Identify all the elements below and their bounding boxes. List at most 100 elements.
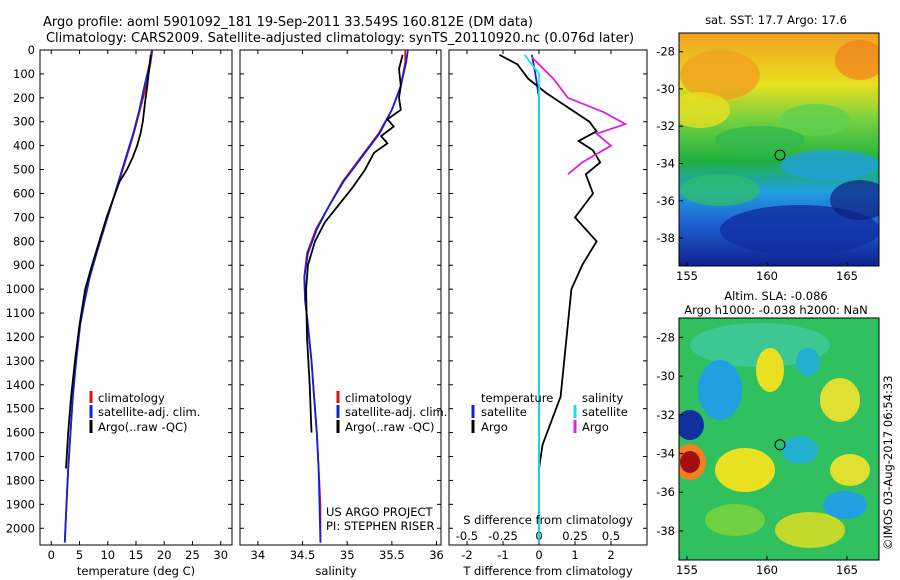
- x-tick-label: -2: [461, 548, 472, 562]
- difference-xlabel: T difference from climatology: [462, 564, 633, 578]
- pi-label: PI: STEPHEN RISER: [326, 519, 435, 533]
- sla_map-axes: 155 160 165 -28 -30 -32 -34 -36 -38: [656, 330, 858, 577]
- salinity-xlabel: salinity: [315, 564, 356, 578]
- x-tick-label: 20: [157, 548, 172, 562]
- project-label: US ARGO PROJECT: [326, 505, 434, 519]
- y-tick-label: 1200: [6, 330, 35, 344]
- sla-argo-position-marker: [774, 439, 786, 451]
- legend-label-s-argo: Argo: [582, 420, 609, 434]
- y-tick-label: 700: [13, 210, 35, 224]
- y-tick-label: 1600: [6, 426, 35, 440]
- sla-map-subtitle: Argo h1000: -0.038 h2000: NaN: [684, 303, 868, 317]
- salinity-plot-frame: [239, 49, 442, 546]
- legend-header-temperature: temperature: [481, 391, 553, 405]
- difference-legend: temperature satellite Argo salinity sate…: [471, 391, 628, 434]
- x-tick-label: 10: [100, 548, 115, 562]
- temperature-series-2-line: [63, 49, 153, 543]
- y-tick-label: 2000: [6, 521, 35, 535]
- map-y-tick-label: -34: [656, 447, 675, 461]
- map-y-tick-label: -28: [656, 45, 675, 59]
- y-tick-label: 1000: [6, 282, 35, 296]
- x-tick-label: 2: [607, 548, 614, 562]
- map-y-tick-label: -30: [656, 369, 675, 383]
- salinity-series-2-line: [303, 49, 409, 543]
- salinity-panel: 34 34.5 35 35.5 36: [239, 49, 444, 562]
- x-tick-label: 36: [429, 548, 444, 562]
- legend-label-t-satellite: satellite: [481, 405, 527, 419]
- temperature-plot-frame: [39, 49, 233, 546]
- y-tick-label: 900: [13, 258, 35, 272]
- x-tick-label: 0: [48, 548, 55, 562]
- y-tick-label: 100: [13, 67, 35, 81]
- map-x-tick-label: 155: [676, 269, 698, 283]
- s-diff-axis-label: S difference from climatology: [463, 513, 633, 527]
- x-tick-label: 25: [185, 548, 200, 562]
- map-y-tick-label: -28: [656, 330, 675, 344]
- y-tick-label: 300: [13, 115, 35, 129]
- map-y-tick-label: -38: [656, 231, 675, 245]
- sst-map-field: [679, 33, 879, 266]
- sla-map-field: [679, 318, 879, 560]
- x-tick-label: -1: [497, 548, 508, 562]
- x-tick-label: 35: [340, 548, 355, 562]
- y-tick-label: 1100: [6, 306, 35, 320]
- legend-label-t-argo: Argo: [481, 420, 508, 434]
- map-x-tick-label: 160: [756, 269, 778, 283]
- map-x-tick-label: 155: [676, 563, 698, 577]
- sst-argo-position-marker: [774, 149, 786, 161]
- temperature-series-3-line: [65, 54, 152, 469]
- x-tick-label: 15: [129, 548, 144, 562]
- x-tick-label: 35.5: [379, 548, 405, 562]
- s-diff-tick-label: -0.5: [456, 529, 478, 543]
- imos-watermark: ©IMOS 03-Aug-2017 06:54:33: [881, 375, 895, 550]
- s-diff-tick-label: 0.5: [602, 529, 620, 543]
- temperature-panel: 0 5 10 15 20 25 300100200300400500600700800900…: [6, 43, 233, 562]
- x-tick-label: 5: [76, 548, 83, 562]
- x-tick-label: 34.5: [290, 548, 316, 562]
- map-y-tick-label: -34: [656, 156, 675, 170]
- legend-label-satellite: satellite-adj. clim.: [345, 405, 447, 419]
- y-tick-label: 1500: [6, 402, 35, 416]
- legend-label-climatology: climatology: [98, 391, 165, 405]
- difference-series-4-line: [531, 56, 628, 175]
- map-x-tick-label: 165: [836, 269, 858, 283]
- difference-series-3-line: [523, 54, 540, 543]
- temperature-xlabel: temperature (deg C): [77, 564, 195, 578]
- legend-label-climatology: climatology: [345, 391, 412, 405]
- map-y-tick-label: -38: [656, 524, 675, 538]
- map-y-tick-label: -36: [656, 485, 675, 499]
- x-tick-label: 1: [571, 548, 578, 562]
- y-tick-label: 0: [28, 43, 35, 57]
- y-tick-label: 1700: [6, 450, 35, 464]
- legend-header-salinity: salinity: [582, 391, 623, 405]
- y-tick-label: 600: [13, 186, 35, 200]
- legend-label-satellite: satellite-adj. clim.: [98, 405, 200, 419]
- map-y-tick-label: -32: [656, 119, 675, 133]
- map-y-tick-label: -32: [656, 408, 675, 422]
- x-tick-label: 30: [213, 548, 228, 562]
- map-x-tick-label: 165: [836, 563, 858, 577]
- y-tick-label: 1800: [6, 473, 35, 487]
- sst_map-axes: 155 160 165 -28 -30 -32 -34 -36 -38: [656, 45, 858, 283]
- difference-plot-frame: [448, 49, 648, 546]
- difference-series-2-line: [498, 54, 602, 469]
- sla-map-title: Altim. SLA: -0.086: [724, 289, 828, 303]
- y-tick-label: 1300: [6, 354, 35, 368]
- salinity-series-3-line: [305, 54, 404, 433]
- y-tick-label: 500: [13, 163, 35, 177]
- figure-title-line1: Argo profile: aoml 5901092_181 19-Sep-20…: [43, 15, 533, 30]
- legend-label-argo: Argo(..raw -QC): [98, 420, 188, 434]
- map-x-tick-label: 160: [756, 563, 778, 577]
- legend-label-s-satellite: satellite: [582, 405, 628, 419]
- y-tick-label: 400: [13, 139, 35, 153]
- difference-panel: -2 -1 0 1 2-0.5 -0.25 0 0.25 0.5: [448, 49, 648, 562]
- s-diff-tick-label: -0.25: [488, 529, 518, 543]
- legend-label-argo: Argo(..raw -QC): [345, 420, 435, 434]
- s-diff-tick-label: 0.25: [562, 529, 588, 543]
- map-y-tick-label: -30: [656, 82, 675, 96]
- y-tick-label: 1900: [6, 497, 35, 511]
- temperature-legend: climatology satellite-adj. clim. Argo(..…: [89, 391, 200, 434]
- y-tick-label: 200: [13, 91, 35, 105]
- salinity-legend: climatology satellite-adj. clim. Argo(..…: [336, 391, 447, 434]
